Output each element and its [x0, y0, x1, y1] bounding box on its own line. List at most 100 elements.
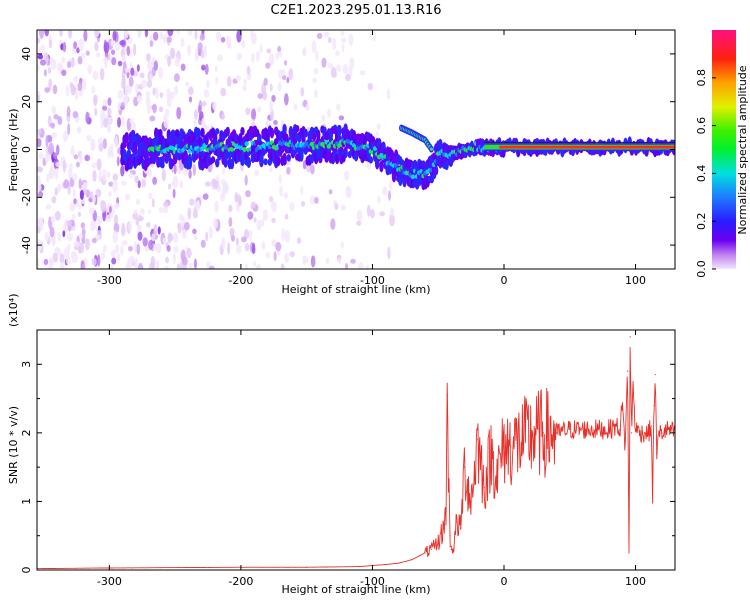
snr-data-point	[477, 439, 479, 441]
snr-data-point	[509, 445, 512, 448]
spectrogram-noise-cell	[240, 236, 247, 243]
spectrogram-noise-cell	[127, 245, 133, 252]
spectrogram-noise-cell	[167, 233, 174, 242]
spectrogram-noise-cell	[152, 87, 157, 96]
spectrogram-y-tick-label: 20	[20, 95, 33, 109]
spectrogram-noise-cell	[281, 228, 286, 242]
snr-x-label: Height of straight line (km)	[281, 583, 430, 596]
spectrogram-noise-cell	[37, 64, 40, 73]
spectrogram-noise-cell	[289, 251, 295, 258]
spectrogram-noise-cell	[96, 254, 101, 267]
spectrogram-noise-cell	[340, 241, 344, 249]
snr-data-point	[453, 545, 455, 547]
spectrogram-noise-cell	[283, 93, 289, 106]
spectrogram-noise-cell	[37, 191, 44, 198]
spectrogram-band-cell	[158, 128, 163, 138]
spectrogram-noise-cell	[128, 221, 132, 232]
spectrogram-noise-cell	[94, 107, 98, 117]
spectrogram-noise-cell	[102, 105, 108, 111]
spectrogram-noise-cell	[140, 79, 147, 89]
spectrogram-noise-cell	[289, 202, 295, 212]
spectrogram-noise-cell	[89, 191, 94, 199]
spectrogram-noise-cell	[316, 32, 323, 40]
spectrogram-y-tick-label: 0	[20, 146, 33, 153]
spectrogram-noise-cell	[107, 116, 114, 125]
spectrogram-noise-cell	[173, 164, 177, 175]
spectrogram-noise-cell	[136, 94, 143, 103]
spectrogram-noise-cell	[133, 43, 137, 56]
spectrogram-noise-cell	[327, 36, 332, 44]
spectrogram-noise-cell	[144, 246, 149, 252]
spectrogram-noise-cell	[100, 200, 107, 213]
spectrogram-noise-cell	[194, 51, 199, 62]
spectrogram-noise-cell	[144, 30, 149, 38]
spectrogram-noise-cell	[172, 175, 179, 188]
spectrogram-noise-cell	[269, 83, 273, 92]
spectrogram-noise-cell	[174, 85, 179, 96]
spectrogram-noise-cell	[74, 252, 78, 263]
colorbar-tick-label: 0.4	[695, 165, 708, 183]
colorbar-ticks: 0.0 0.2 0.4 0.6 0.8	[695, 69, 716, 278]
spectrogram-noise-cell	[121, 180, 127, 186]
spectrogram-noise-cell	[44, 30, 50, 37]
spectrogram-noise-cell	[284, 252, 290, 263]
spectrogram-noise-cell	[204, 181, 211, 187]
spectrogram-noise-cell	[54, 187, 58, 196]
spectrogram-noise-cell	[305, 103, 310, 112]
snr-x-ticks: -300 -200 -100 0 100	[97, 330, 646, 588]
snr-data-point	[627, 370, 629, 372]
spectrogram-noise-cell	[59, 253, 65, 264]
spectrogram-noise-cell	[85, 238, 90, 251]
spectrogram-noise-cell	[44, 87, 51, 93]
spectrogram-noise-cell	[78, 178, 83, 190]
spectrogram-noise-cell	[174, 56, 181, 68]
spectrogram-noise-cell	[71, 226, 76, 232]
spectrogram-noise-cell	[89, 220, 96, 232]
spectrogram-noise-cell	[76, 47, 80, 54]
spectrogram-noise-cell	[221, 237, 226, 250]
spectrogram-noise-cell	[214, 65, 218, 73]
spectrogram-noise-cell	[69, 162, 73, 172]
spectrogram-noise-cell	[145, 96, 151, 106]
spectrogram-noise-cell	[283, 192, 289, 199]
snr-data-point	[463, 466, 466, 468]
spectrogram-noise-cell	[112, 173, 119, 181]
spectrogram-y-tick-label: 40	[20, 47, 33, 61]
spectrogram-noise-cell	[172, 232, 179, 244]
spectrogram-noise-cell	[116, 156, 120, 167]
spectrogram-noise-cell	[145, 222, 151, 228]
spectrogram-noise-cell	[206, 79, 210, 89]
spectrogram-noise-cell	[92, 70, 99, 80]
spectrogram-noise-cell	[53, 114, 59, 120]
spectrogram-noise-cell	[136, 64, 140, 72]
spectrogram-noise-cell	[265, 251, 270, 259]
spectrogram-ridge-cell	[170, 145, 176, 151]
spectrogram-noise-cell	[338, 115, 345, 121]
spectrogram-noise-cell	[236, 52, 242, 61]
spectrogram-noise-cell	[263, 77, 268, 86]
snr-y-ticks: 0 1 2 3	[20, 361, 675, 574]
snr-data-point	[448, 487, 450, 489]
spectrogram-noise-cell	[222, 167, 226, 176]
spectrogram-noise-cell	[80, 222, 86, 229]
spectrogram-noise-cell	[137, 180, 141, 189]
spectrogram-noise-cell	[245, 190, 251, 198]
spectrogram-band-cell	[379, 160, 384, 173]
spectrogram-band-cell	[282, 152, 287, 164]
spectrogram-noise-cell	[57, 116, 63, 126]
colorbar: 0.0 0.2 0.4 0.6 0.8 Normalized spectral ampl…	[695, 30, 749, 278]
spectrogram-noise-cell	[217, 54, 224, 62]
spectrogram-noise-cell	[187, 30, 193, 37]
spectrogram-noise-cell	[335, 64, 342, 72]
spectrogram-noise-cell	[135, 217, 140, 226]
spectrogram-noise-cell	[77, 56, 83, 65]
spectrogram-noise-cell	[166, 36, 172, 43]
spectrogram-noise-cell	[286, 77, 290, 84]
spectrogram-noise-cell	[135, 83, 139, 95]
spectrogram-noise-cell	[280, 263, 285, 269]
spectrogram-noise-cell	[302, 160, 307, 170]
spectrogram-noise-cell	[242, 85, 248, 92]
spectrogram-noise-cell	[125, 67, 131, 73]
spectrogram-noise-cell	[277, 51, 283, 58]
spectrogram-noise-cell	[229, 227, 235, 236]
